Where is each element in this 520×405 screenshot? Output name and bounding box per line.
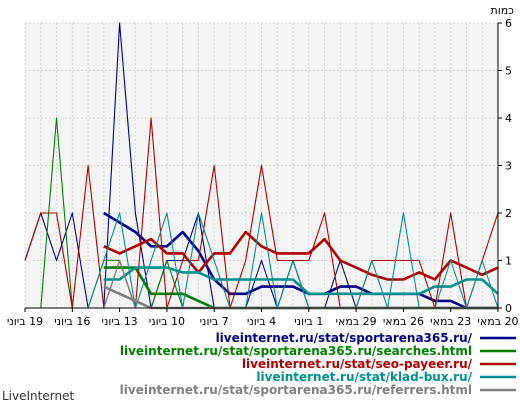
y-tick-label: 6 <box>505 17 512 30</box>
legend-label: liveinternet.ru/stat/sportarena365.ru/re… <box>120 383 472 397</box>
x-tick-label: 29 במאי <box>336 315 377 328</box>
x-tick-label: 20 במאי <box>477 315 518 328</box>
x-tick-label: 19 ביוני <box>7 315 43 328</box>
y-axis-label: כמות <box>490 4 514 17</box>
x-tick-label: 23 במאי <box>430 315 471 328</box>
legend-label: liveinternet.ru/stat/klad-bux.ru/ <box>256 370 472 384</box>
x-tick-label: 1 ביוני <box>294 315 323 328</box>
x-tick-label: 4 ביוני <box>247 315 276 328</box>
x-tick-label: 16 ביוני <box>54 315 90 328</box>
x-tick-label: 7 ביוני <box>200 315 229 328</box>
y-tick-label: 3 <box>505 160 512 173</box>
legend: liveinternet.ru/stat/sportarena365.ru/li… <box>120 331 516 397</box>
series-average-line <box>103 230 499 281</box>
y-tick-label: 0 <box>505 302 512 315</box>
y-tick-label: 5 <box>505 65 512 78</box>
x-tick-label: 26 במאי <box>383 315 424 328</box>
legend-label: liveinternet.ru/stat/sportarena365.ru/ <box>216 331 473 345</box>
x-tick-labels: 20 במאי 23 במאי 26 במאי 29 במאי 1 ביוני 4 ביו… <box>7 308 519 328</box>
x-tick-label: 13 ביוני <box>102 315 138 328</box>
y-tick-label: 2 <box>505 207 512 220</box>
y-tick-labels: 0 1 2 3 4 5 6 <box>498 17 512 315</box>
series-average-line <box>103 266 499 296</box>
y-tick-label: 4 <box>505 112 512 125</box>
legend-label: liveinternet.ru/stat/seo-payeer.ru/ <box>242 357 473 371</box>
legend-label: liveinternet.ru/stat/sportarena365.ru/se… <box>120 344 472 358</box>
y-tick-label: 1 <box>505 255 512 268</box>
x-tick-label: 10 ביוני <box>149 315 185 328</box>
brand-label: LiveInternet <box>2 389 74 403</box>
